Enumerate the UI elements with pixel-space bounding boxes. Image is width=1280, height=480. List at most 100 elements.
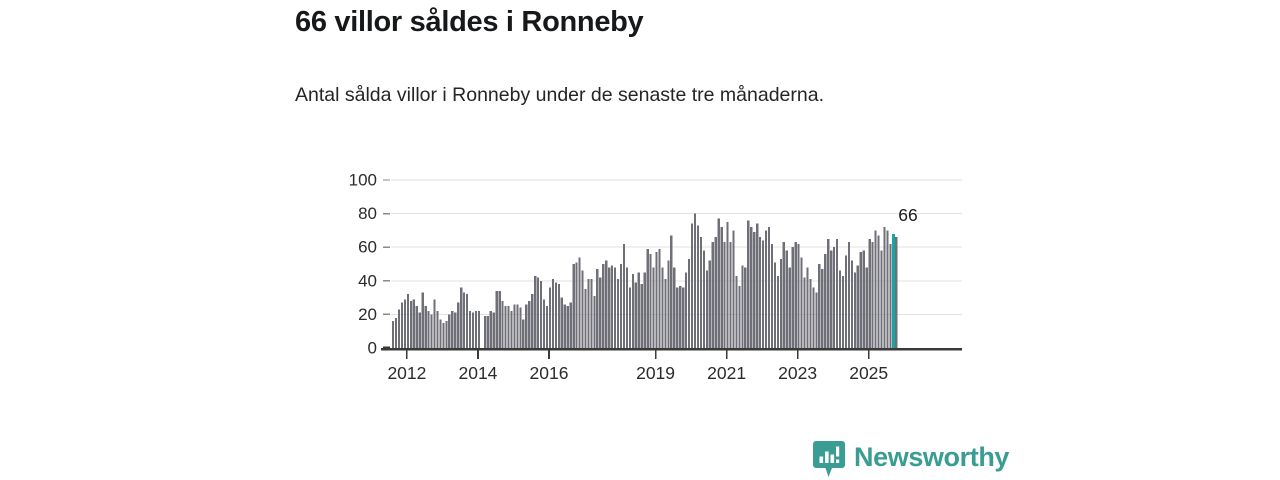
bar	[534, 275, 537, 348]
bar	[868, 238, 871, 348]
bar	[785, 250, 788, 348]
newsworthy-logo[interactable]: Newsworthy	[813, 440, 1009, 478]
bar	[513, 304, 516, 348]
bar	[584, 289, 587, 348]
bar	[477, 311, 481, 348]
bar	[833, 247, 836, 348]
bar	[756, 223, 759, 348]
bar	[619, 264, 623, 348]
bar	[474, 311, 478, 348]
y-axis-tick-label: 60	[358, 238, 377, 257]
bar	[403, 299, 407, 348]
bar	[531, 294, 534, 348]
bar	[806, 267, 809, 348]
bar	[599, 277, 602, 348]
bar	[856, 265, 859, 348]
bar	[726, 222, 729, 348]
bar	[548, 287, 552, 348]
bar	[797, 243, 800, 348]
bar	[614, 267, 617, 348]
bar	[483, 316, 486, 348]
bar	[699, 237, 703, 348]
bar	[625, 267, 629, 348]
bar	[590, 279, 593, 348]
bar	[439, 319, 442, 348]
y-axis-tick-label: 80	[358, 204, 377, 223]
bar	[747, 220, 750, 348]
bar	[569, 302, 572, 348]
bar	[489, 311, 492, 348]
bar	[779, 258, 782, 348]
bar-highlighted	[892, 233, 896, 348]
bar	[791, 247, 794, 348]
bar	[392, 321, 395, 348]
bar	[436, 311, 439, 348]
bar	[688, 258, 691, 348]
bar	[841, 275, 845, 348]
bar	[507, 306, 510, 348]
bar	[667, 260, 670, 348]
bar	[427, 311, 430, 348]
bar	[652, 267, 655, 348]
bar	[628, 287, 631, 348]
bar	[815, 292, 818, 348]
bar	[744, 267, 747, 348]
bar	[735, 275, 738, 348]
bar	[466, 294, 469, 348]
y-axis-tick-label: 20	[358, 305, 377, 324]
bar	[844, 255, 848, 348]
bar	[510, 311, 513, 348]
page-subtitle: Antal sålda villor i Ronneby under de se…	[295, 84, 824, 106]
bar	[492, 312, 495, 348]
bar	[463, 292, 466, 348]
bar	[649, 253, 652, 348]
bar	[587, 279, 590, 348]
bar	[545, 306, 549, 348]
bar	[764, 230, 768, 348]
bar	[788, 267, 791, 348]
bar	[850, 260, 853, 348]
bar	[702, 250, 705, 348]
bar	[877, 235, 880, 348]
bar	[676, 287, 679, 348]
bar	[886, 230, 889, 348]
bar	[753, 232, 756, 348]
bar	[468, 311, 472, 348]
bar	[767, 227, 771, 348]
bar	[448, 314, 451, 348]
bar	[664, 279, 667, 348]
bar	[611, 265, 614, 348]
bar	[874, 230, 877, 348]
bar	[605, 260, 608, 348]
bar	[773, 262, 777, 348]
bar	[394, 317, 398, 348]
bar	[445, 321, 448, 348]
bar	[895, 237, 898, 348]
bar	[537, 277, 540, 348]
bar	[762, 240, 765, 348]
bar	[451, 311, 454, 348]
brand-name: Newsworthy	[854, 441, 1010, 472]
bar	[812, 287, 815, 348]
bar	[682, 287, 685, 348]
bar	[711, 242, 714, 348]
bar	[581, 270, 584, 348]
bar	[430, 314, 433, 348]
bar	[566, 306, 569, 348]
bar	[501, 300, 504, 348]
bar-chart: 0 20 40 60 80 100 2012 2014 2016 2019 2021 2023 2025…	[300, 165, 970, 390]
y-axis-tick-label: 100	[349, 170, 377, 189]
bar	[409, 300, 412, 348]
bar	[498, 290, 501, 348]
bar	[889, 243, 892, 348]
x-axis-tick-label: 2016	[530, 363, 569, 383]
bar	[800, 257, 803, 348]
bar	[729, 242, 732, 348]
x-axis-tick-label: 2021	[707, 363, 746, 383]
bar	[406, 294, 409, 348]
bar	[782, 242, 785, 348]
bar	[495, 290, 498, 348]
bar	[830, 250, 833, 348]
bar	[693, 213, 697, 348]
